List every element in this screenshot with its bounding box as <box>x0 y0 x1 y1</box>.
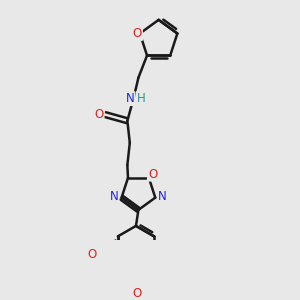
Text: N: N <box>110 190 118 203</box>
Text: O: O <box>87 248 97 261</box>
Text: O: O <box>133 287 142 300</box>
Text: N: N <box>125 92 134 105</box>
Text: O: O <box>148 168 157 181</box>
Text: H: H <box>136 92 145 105</box>
Text: O: O <box>94 108 103 121</box>
Text: O: O <box>133 27 142 40</box>
Text: N: N <box>158 190 167 203</box>
